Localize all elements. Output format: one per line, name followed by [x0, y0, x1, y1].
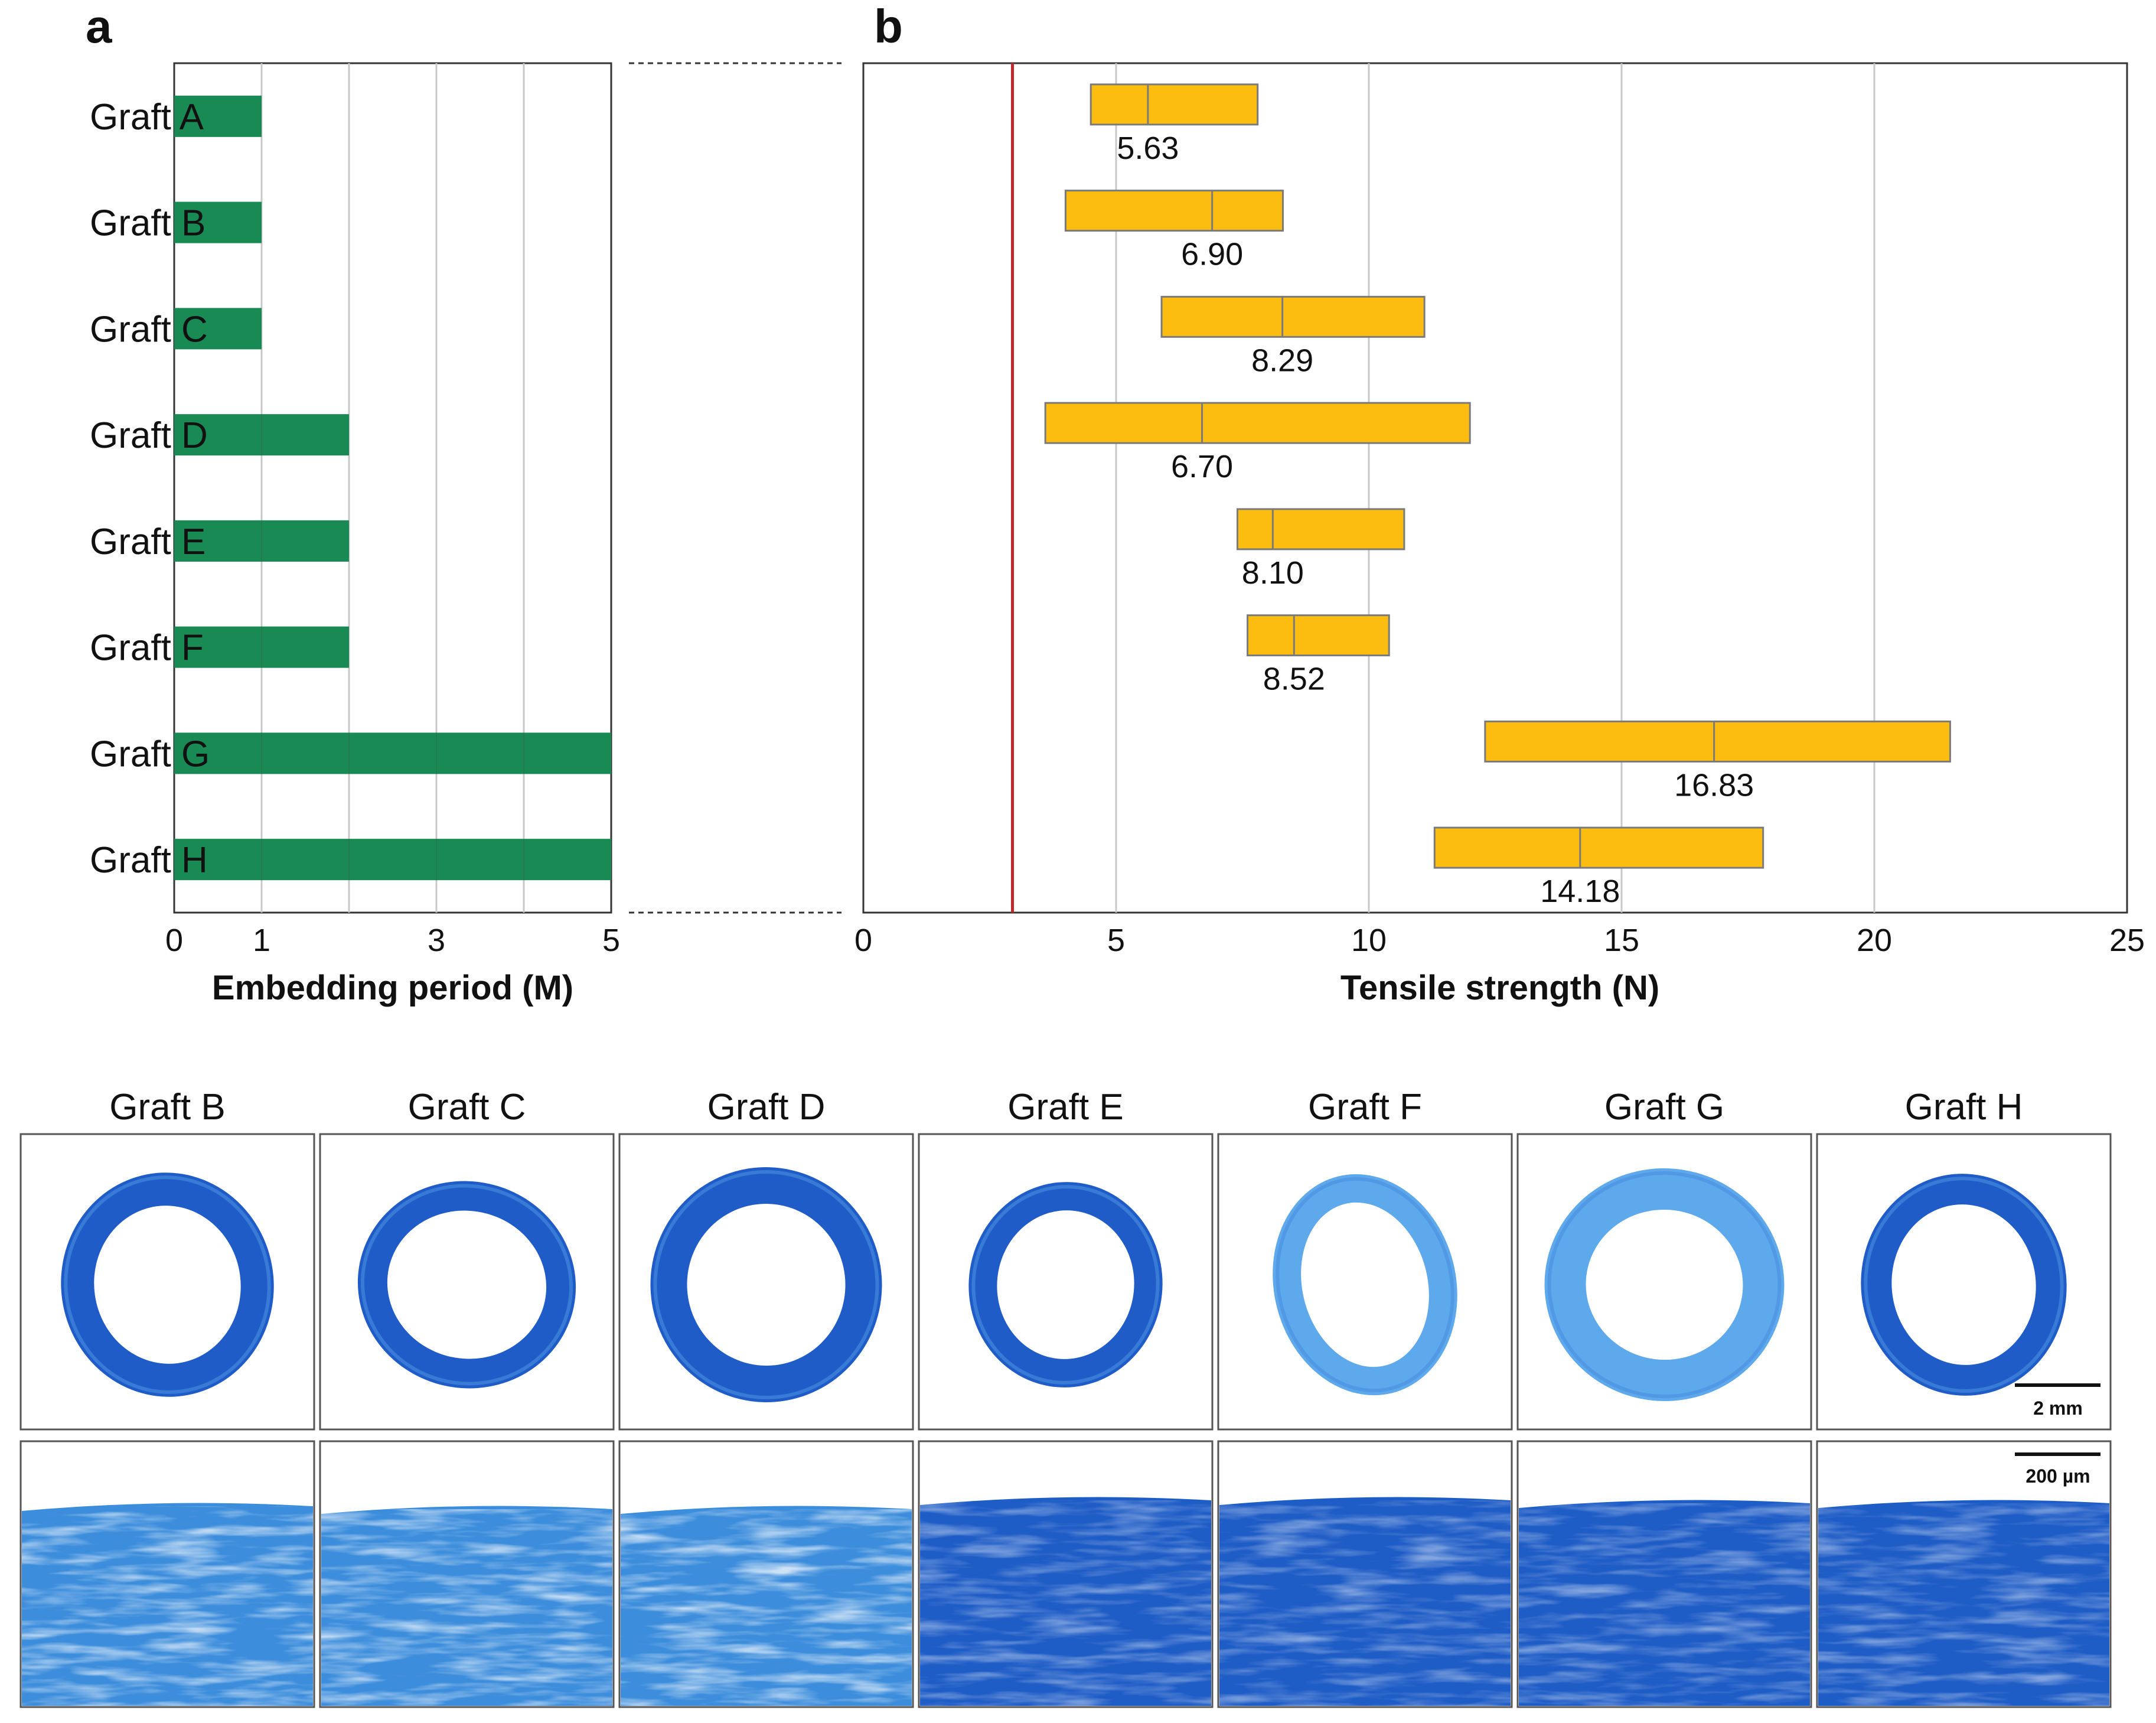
scale-label-200um: 200 µm — [2025, 1465, 2090, 1487]
histology-title-graft-f: Graft F — [1308, 1087, 1422, 1128]
tensile-strength-chart: 5.63 6.90 8.29 6.70 8.10 8.52 16.83 14.18 0 5 10 1… — [854, 62, 2145, 1007]
median-label-graft-g: 16.83 — [1674, 767, 1754, 803]
ring-lumen — [387, 1210, 547, 1359]
embedding-tick-label: 3 — [428, 923, 445, 958]
tissue-fibers — [321, 1509, 612, 1706]
graft-ring-graft-f — [1273, 1174, 1457, 1396]
tensile-box-graft-g — [1484, 720, 1951, 763]
tissue-fibers — [1519, 1503, 1810, 1706]
histology-title-graft-d: Graft D — [707, 1087, 826, 1128]
tensile-box-graft-d — [1044, 402, 1471, 444]
embedding-bar-graft-g — [174, 732, 611, 774]
ring-sheen — [1276, 1177, 1454, 1393]
embedding-x-axis-title: Embedding period (M) — [212, 969, 573, 1007]
embedding-tick-label: 0 — [165, 923, 183, 958]
median-label-graft-a: 5.63 — [1117, 131, 1179, 166]
histology-title-graft-e: Graft E — [1007, 1087, 1123, 1128]
ring-lumen — [1301, 1202, 1429, 1367]
tensile-tick-label: 10 — [1351, 923, 1387, 958]
ring-lumen — [1891, 1204, 2036, 1365]
category-label-graft-a: Graft A — [90, 97, 204, 138]
embedding-bar-graft-c — [174, 308, 262, 350]
tensile-tick-label: 25 — [2109, 923, 2145, 958]
ring-sheen — [971, 1185, 1160, 1385]
tensile-x-ticks: 0 5 10 15 20 25 — [854, 923, 2145, 958]
embedding-gridlines — [260, 63, 525, 913]
tensile-tick-label: 0 — [854, 923, 872, 958]
category-label-graft-g: Graft G — [90, 734, 210, 774]
category-label-graft-b: Graft B — [90, 203, 206, 244]
histology-title-graft-h: Graft H — [1905, 1087, 2023, 1128]
category-label-graft-h: Graft H — [90, 840, 208, 881]
tissue-fibers — [920, 1500, 1211, 1706]
category-label-graft-e: Graft E — [90, 522, 206, 562]
histology-panel: Graft B Graft C Graft D Graft E Graft F Graft… — [19, 1087, 2112, 1708]
ring-sheen — [653, 1170, 879, 1399]
tensile-box-graft-a — [1090, 83, 1259, 126]
tensile-chart-frame — [862, 62, 2128, 914]
median-label-graft-e: 8.10 — [1242, 555, 1304, 591]
tissue-fibers — [621, 1509, 912, 1706]
tensile-tick-label: 15 — [1604, 923, 1639, 958]
graft-ring-graft-g — [1544, 1168, 1785, 1402]
tensile-box-graft-b — [1064, 190, 1284, 232]
median-label-graft-f: 8.52 — [1263, 662, 1325, 697]
tensile-box-graft-h — [1433, 826, 1764, 869]
embedding-tick-label: 1 — [253, 923, 270, 958]
embedding-chart-frame — [173, 62, 612, 914]
tensile-boxes: 5.63 6.90 8.29 6.70 8.10 8.52 16.83 14.18 — [1044, 83, 1951, 909]
embedding-category-labels: Graft A Graft B Graft C Graft D Graft E Graft… — [90, 97, 210, 881]
tensile-tick-label: 5 — [1107, 923, 1125, 958]
ring-lumen — [687, 1204, 846, 1366]
panel-a-letter: a — [86, 0, 112, 53]
graft-ring-graft-d — [650, 1167, 882, 1402]
scale-label-2mm: 2 mm — [2033, 1398, 2083, 1419]
category-label-graft-f: Graft F — [90, 628, 204, 669]
embedding-tick-label: 5 — [602, 923, 620, 958]
tensile-box-graft-f — [1247, 614, 1390, 657]
tensile-x-axis-title: Tensile strength (N) — [1340, 969, 1659, 1007]
histology-title-graft-g: Graft G — [1604, 1087, 1724, 1128]
graft-ring-graft-c — [357, 1181, 576, 1389]
median-label-graft-h: 14.18 — [1540, 874, 1620, 909]
ring-sheen — [1864, 1177, 2064, 1393]
ring-lumen — [94, 1206, 241, 1364]
panel-b-letter: b — [874, 0, 903, 53]
category-label-graft-d: Graft D — [90, 415, 208, 456]
embedding-bar-graft-h — [174, 839, 611, 881]
graft-ring-graft-h — [1861, 1174, 2067, 1396]
ring-sheen — [360, 1184, 573, 1386]
tissue-fibers — [1818, 1503, 2109, 1706]
ring-lumen — [997, 1210, 1134, 1359]
median-label-graft-c: 8.29 — [1251, 343, 1313, 378]
tensile-box-graft-c — [1160, 295, 1426, 338]
ring-lumen — [1586, 1209, 1743, 1360]
embedding-bars — [174, 95, 611, 881]
graft-ring-graft-b — [61, 1172, 274, 1397]
median-label-graft-b: 6.90 — [1181, 237, 1243, 272]
graft-ring-graft-e — [968, 1182, 1163, 1387]
embedding-bar-graft-b — [174, 201, 262, 243]
tissue-fibers — [1219, 1500, 1511, 1706]
median-label-graft-d: 6.70 — [1171, 449, 1233, 484]
ring-sheen — [1547, 1171, 1782, 1399]
tensile-tick-label: 20 — [1857, 923, 1892, 958]
tensile-box-graft-e — [1236, 508, 1405, 551]
embedding-x-ticks: 0 1 3 5 — [165, 923, 620, 958]
histology-title-graft-b: Graft B — [109, 1087, 225, 1128]
tissue-fibers — [22, 1506, 313, 1706]
embedding-bar-graft-a — [174, 95, 262, 137]
category-label-graft-c: Graft C — [90, 309, 208, 350]
histology-title-graft-c: Graft C — [408, 1087, 526, 1128]
embedding-period-chart: Graft A Graft B Graft C Graft D Graft E Graft… — [90, 62, 620, 1007]
ring-sheen — [64, 1175, 271, 1394]
